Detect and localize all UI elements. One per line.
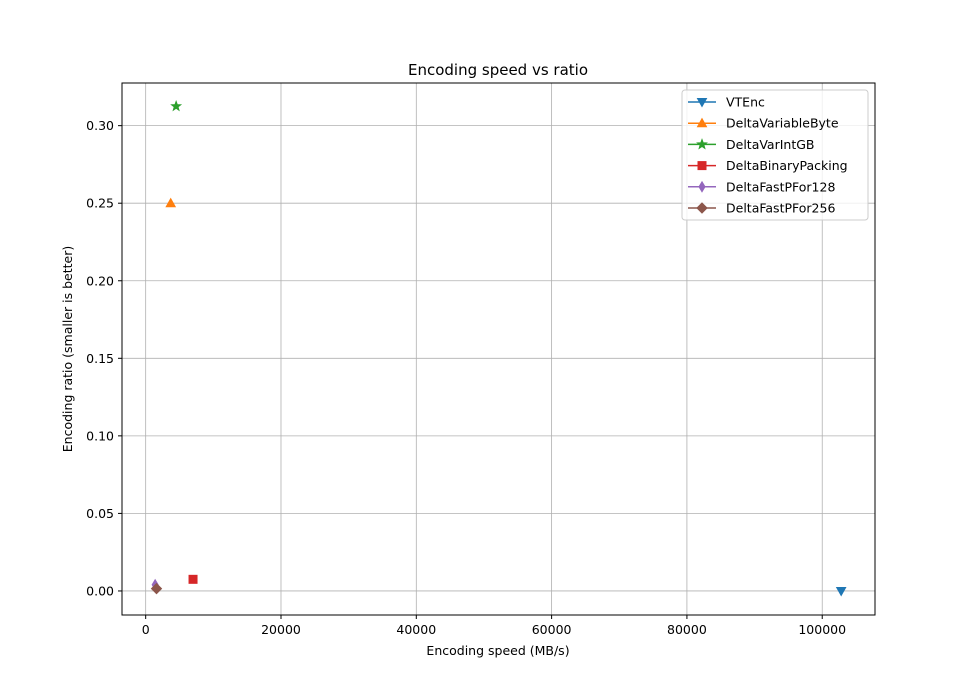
data-point — [835, 586, 847, 597]
plot-frame — [121, 82, 876, 616]
legend-marker — [696, 98, 708, 108]
legend-label: DeltaFastPFor256 — [726, 201, 835, 216]
y-axis: 0.00 0.05 0.10 0.15 0.20 0.25 0.30 — [86, 118, 122, 598]
legend-label: DeltaVariableByte — [726, 116, 839, 131]
legend-marker — [696, 202, 708, 214]
x-tick-label: 40000 — [396, 622, 436, 637]
data-point — [188, 574, 198, 584]
legend-marker — [698, 180, 706, 193]
x-tick-label: 80000 — [667, 622, 707, 637]
plot-area-border — [121, 82, 876, 616]
y-tick-label: 0.20 — [86, 273, 114, 288]
data-point — [170, 100, 183, 112]
x-tick-label: 0 — [142, 622, 150, 637]
x-axis: 0 20000 40000 60000 80000 100000 — [142, 615, 846, 637]
legend-marker — [696, 138, 708, 150]
legend-label: DeltaVarIntGB — [726, 137, 815, 152]
legend-marker — [696, 117, 708, 128]
y-tick-label: 0.10 — [86, 428, 114, 443]
legend-label: VTEnc — [726, 95, 765, 110]
legend-label: DeltaFastPFor128 — [726, 179, 835, 194]
legend-box — [681, 89, 869, 221]
x-axis-label: Encoding speed (MB/s) — [426, 643, 569, 658]
data-point — [150, 582, 163, 595]
x-tick-label: 20000 — [261, 622, 301, 637]
chart-title: Encoding speed vs ratio — [408, 61, 588, 79]
legend: VTEnc DeltaVariableByte DeltaVarIntGB Delta… — [681, 89, 869, 221]
data-point — [165, 197, 177, 208]
legend-label: DeltaBinaryPacking — [726, 158, 848, 173]
y-tick-label: 0.25 — [86, 196, 114, 211]
legend-marker — [697, 161, 707, 171]
y-tick-label: 0.15 — [86, 351, 114, 366]
y-tick-label: 0.00 — [86, 583, 114, 598]
y-tick-label: 0.05 — [86, 506, 114, 521]
y-axis-label: Encoding ratio (smaller is better) — [60, 246, 75, 452]
x-tick-label: 60000 — [532, 622, 572, 637]
x-tick-label: 100000 — [798, 622, 846, 637]
data-markers — [150, 100, 847, 597]
grid — [122, 83, 875, 615]
y-tick-label: 0.30 — [86, 118, 114, 133]
